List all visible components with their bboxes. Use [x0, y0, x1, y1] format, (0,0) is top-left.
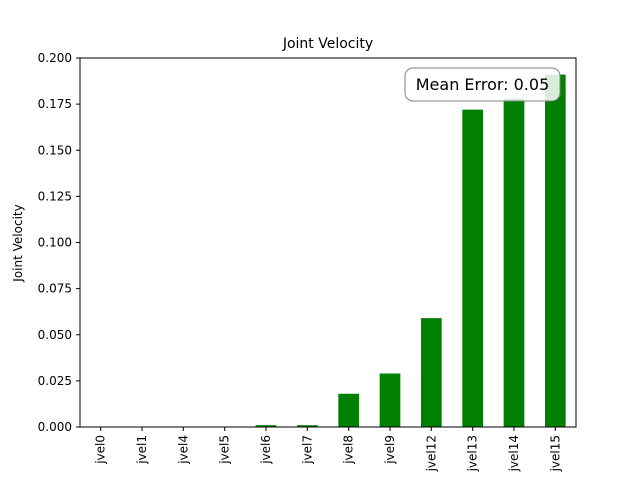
bar-jvel6	[255, 425, 277, 427]
bar-jvel7	[297, 425, 318, 427]
bar-jvel9	[379, 373, 401, 427]
x-tick-label: jvel15	[548, 435, 562, 472]
y-tick-label: 0.025	[38, 374, 72, 388]
y-tick-label: 0.150	[38, 143, 72, 157]
y-tick-label: 0.175	[38, 97, 72, 111]
y-tick-label: 0.200	[38, 51, 72, 65]
y-tick-label: 0.050	[38, 328, 72, 342]
y-tick-label: 0.100	[38, 236, 72, 250]
x-tick-label: jvel13	[466, 435, 480, 472]
y-tick-label: 0.125	[38, 189, 72, 203]
annotation-box-border	[404, 67, 561, 102]
x-tick-label: jvel4	[176, 435, 190, 465]
x-axis-ticks: jvel0 jvel1 jvel4 jvel5 jvel6 jvel7 jvel8 jvel9…	[94, 427, 562, 472]
bar-jvel12	[421, 318, 442, 427]
y-axis-ticks: 0.000 0.025 0.050 0.075 0.100 0.125 0.150 0.175…	[38, 51, 80, 434]
x-tick-label: jvel14	[507, 435, 521, 472]
bar-jvel13	[462, 109, 483, 427]
annotation-text: Mean Error: 0.05	[416, 75, 550, 94]
chart-title: Joint Velocity	[282, 36, 373, 52]
x-tick-label: jvel1	[135, 435, 149, 465]
x-tick-label: jvel7	[300, 435, 314, 465]
x-tick-label: jvel0	[94, 435, 108, 465]
x-tick-label: jvel8	[342, 435, 356, 465]
y-axis-label: Joint Velocity	[11, 204, 25, 282]
bar-jvel8	[338, 393, 359, 427]
x-tick-label: jvel9	[383, 435, 397, 465]
x-tick-label: jvel5	[218, 435, 232, 465]
bar-jvel14	[503, 98, 525, 427]
y-tick-label: 0.000	[38, 420, 72, 434]
x-tick-label: jvel12	[424, 435, 438, 472]
mean-error-annotation: Mean Error: 0.05	[404, 67, 561, 102]
bars-group	[255, 74, 566, 427]
plot-frame	[79, 57, 577, 428]
bar-jvel15	[545, 74, 566, 427]
y-tick-label: 0.075	[38, 282, 72, 296]
x-tick-label: jvel6	[259, 435, 273, 465]
